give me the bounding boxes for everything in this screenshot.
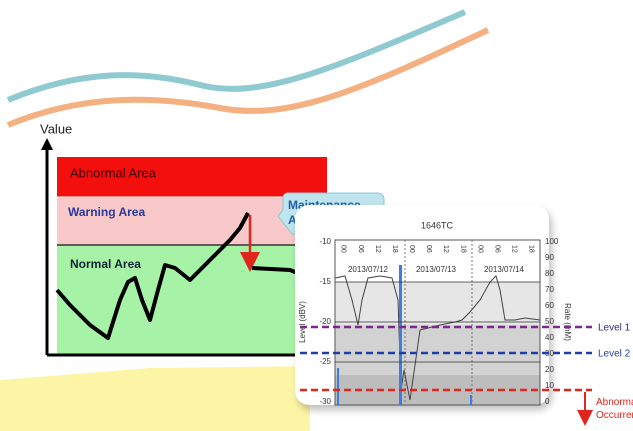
y-tick-label: -15: [319, 277, 331, 286]
date-label: 2013/07/12: [348, 265, 389, 274]
level-label: Level 2: [598, 349, 631, 360]
hour-label: 00: [408, 245, 415, 253]
y2-tick-label: 20: [545, 365, 554, 374]
hour-label: 00: [340, 245, 347, 253]
hour-label: 12: [511, 245, 518, 253]
hour-label: 12: [442, 245, 449, 253]
occurrence-box: Abnormal Occurrence: [596, 397, 633, 421]
hour-label: 12: [374, 245, 381, 253]
zone-label: Normal Area: [70, 257, 141, 271]
band: [335, 325, 540, 375]
normal-zone: [57, 245, 327, 355]
band: [335, 282, 540, 325]
y2-tick-label: 90: [545, 253, 554, 262]
y2-tick-label: 80: [545, 269, 554, 278]
deco-curve: [6, 27, 490, 128]
y2-label: Rate (mM): [563, 303, 572, 341]
hour-label: 06: [425, 245, 432, 253]
abnormal-zone: [57, 157, 327, 197]
zone-label: Warning Area: [68, 205, 145, 219]
date-label: 2013/07/13: [416, 265, 457, 274]
y2-tick-label: 0: [545, 397, 550, 406]
trace: [334, 275, 541, 401]
y-tick-label: -10: [319, 237, 331, 246]
spike: [470, 395, 472, 405]
zone-label: Abnormal Area: [70, 165, 157, 180]
y-label: Level (dBV): [298, 301, 307, 343]
hour-label: 18: [528, 245, 535, 253]
hour-label: 06: [493, 245, 500, 253]
hour-label: 18: [459, 245, 466, 253]
level-label: Abnormal Occurrence: [596, 397, 633, 421]
y-tick-label: -30: [319, 397, 331, 406]
date-label: 2013/07/14: [484, 265, 525, 274]
y-tick-label: -20: [319, 317, 331, 326]
axis-label: Value: [40, 121, 72, 136]
axis-arrow: [41, 138, 53, 150]
y-tick-label: -25: [319, 357, 331, 366]
y2-tick-label: 60: [545, 301, 554, 310]
deco-curve: [6, 9, 467, 103]
deco-shape: [0, 366, 310, 431]
y2-tick-label: 100: [545, 237, 559, 246]
level-label: Level 1: [598, 323, 631, 334]
hour-label: 18: [391, 245, 398, 253]
hour-label: 00: [476, 245, 483, 253]
spike: [337, 368, 339, 405]
chart-title: 1646TC: [421, 220, 454, 230]
y2-tick-label: 30: [545, 349, 554, 358]
y2-tick-label: 50: [545, 317, 554, 326]
spike: [399, 265, 402, 405]
plot-frame: [334, 239, 541, 406]
signal-line: [55, 212, 250, 340]
y2-tick-label: 40: [545, 333, 554, 342]
y2-tick-label: 70: [545, 285, 554, 294]
hour-label: 06: [357, 245, 364, 253]
y2-tick-label: 10: [545, 381, 554, 390]
